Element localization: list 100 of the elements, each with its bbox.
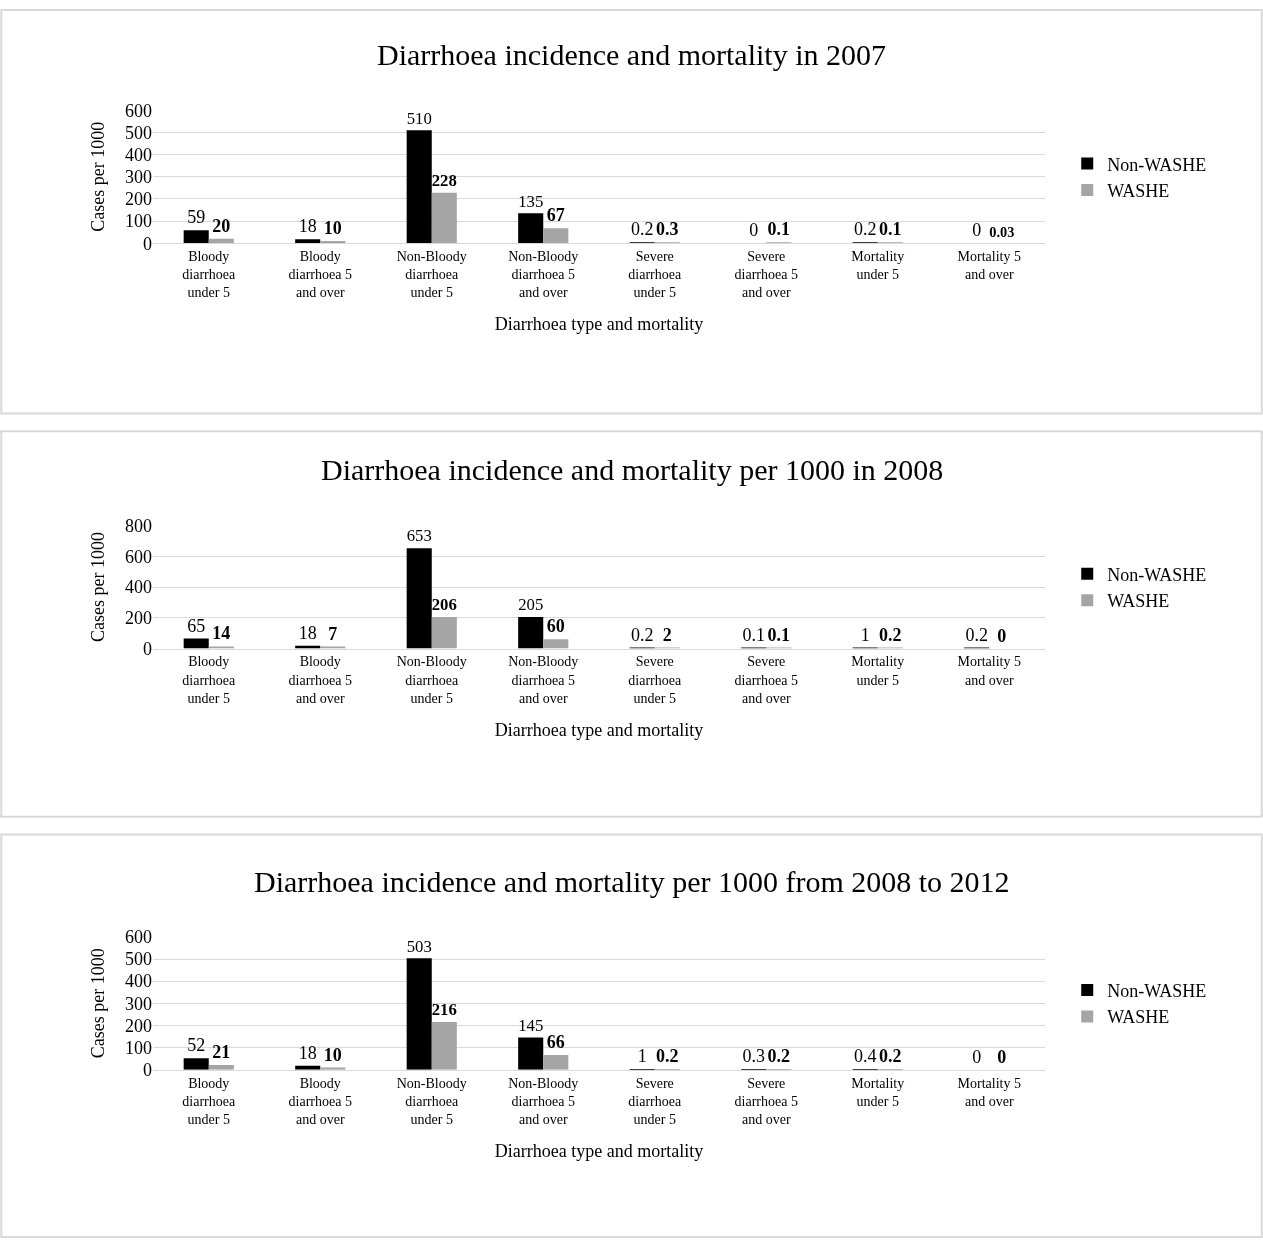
y-tick-label: 500 [125,122,152,143]
data-label: 10 [323,217,342,238]
data-label: 0.2 [767,1045,791,1066]
data-label: 0 [749,220,759,241]
x-axis-title: Diarrhoea type and mortality [494,719,704,740]
data-label: 2 [662,624,672,645]
data-label: 0.4 [853,1045,877,1066]
legend-label: WASHE [1107,591,1170,612]
y-tick-label: 400 [125,144,152,165]
x-tick-label: Severe diarrhoea under 5 [628,654,682,706]
x-tick-label: Mortality 5 and over [957,1075,1021,1109]
data-label: 0.2 [965,624,988,645]
x-tick-label: Non-Bloody diarrhoea under 5 [396,1075,467,1127]
data-label: 21 [212,1042,231,1063]
x-tick-label: Non-Bloody diarrhoea 5 and over [508,249,579,301]
data-label: 0.2 [630,624,654,645]
x-tick-label: Severe diarrhoea 5 and over [734,249,798,301]
data-label: 20 [212,215,231,236]
y-tick-label: 200 [125,1015,152,1036]
data-label: 10 [323,1044,342,1065]
y-tick-label: 400 [125,577,152,598]
legend-label: Non-WASHE [1107,564,1207,585]
y-tick-label: 500 [125,949,152,970]
chart-title: Diarrhoea incidence and mortality in 2007 [377,38,886,71]
x-tick-label: Non-Bloody diarrhoea 5 and over [508,654,579,706]
y-tick-label: 200 [125,608,152,629]
data-label: 0 [997,625,1007,646]
x-tick-label: Severe diarrhoea 5 and over [734,654,798,706]
legend-label: WASHE [1107,180,1170,201]
y-tick-label: 0 [143,638,152,659]
data-label: 0.1 [767,219,791,240]
y-tick-label: 400 [125,971,152,992]
x-tick-label: Non-Bloody diarrhoea 5 and over [508,1075,579,1127]
data-label: 0 [972,220,982,241]
legend-label: Non-WASHE [1107,981,1207,1002]
y-tick-label: 600 [125,927,152,948]
data-label: 0.1 [767,624,791,645]
data-label: 0.03 [989,224,1015,241]
x-tick-label: Bloody diarrhoea 5 and over [288,1075,352,1127]
data-label: 205 [518,595,544,615]
x-tick-label: Severe diarrhoea under 5 [628,249,682,301]
data-label: 653 [406,526,432,546]
data-label: 206 [431,595,457,615]
data-label: 0.1 [742,624,765,645]
y-tick-label: 300 [125,167,152,188]
y-axis-title: Cases per 1000 [88,532,109,643]
x-tick-label: Severe diarrhoea 5 and over [734,1075,798,1127]
y-tick-label: 0 [143,1060,152,1081]
data-label: 66 [546,1032,565,1053]
x-axis-title: Diarrhoea type and mortality [494,314,704,335]
x-tick-label: Bloody diarrhoea under 5 [182,1075,236,1127]
y-tick-label: 600 [125,100,152,121]
x-tick-label: Mortality 5 and over [957,654,1021,688]
data-label: 0.2 [656,1045,679,1066]
x-tick-label: Mortality under 5 [851,654,905,688]
data-label: 228 [431,171,457,191]
legend-label: Non-WASHE [1107,154,1207,175]
data-label: 14 [212,623,231,644]
data-label: 0.2 [630,219,654,240]
data-label: 60 [546,616,565,637]
data-label: 0.3 [742,1045,765,1066]
x-tick-label: Non-Bloody diarrhoea under 5 [396,249,467,301]
data-label: 59 [187,207,206,228]
data-label: 18 [298,216,317,237]
x-tick-label: Mortality 5 and over [957,249,1021,283]
data-label: 1 [860,624,870,645]
data-label: 1 [637,1045,647,1066]
x-tick-label: Mortality under 5 [851,1075,905,1109]
data-label: 0.3 [656,219,679,240]
data-label: 18 [298,1042,317,1063]
data-label: 65 [187,615,206,636]
data-label: 510 [406,108,432,128]
y-tick-label: 800 [125,515,152,536]
x-tick-label: Bloody diarrhoea 5 and over [288,249,352,301]
data-label: 503 [406,936,432,956]
legend-label: WASHE [1107,1007,1170,1028]
y-axis-title: Cases per 1000 [88,948,109,1059]
data-label: 0.1 [879,219,902,240]
x-tick-label: Non-Bloody diarrhoea under 5 [396,654,467,706]
data-label: 0 [972,1046,982,1067]
y-axis-title: Cases per 1000 [88,121,109,232]
x-axis-title: Diarrhoea type and mortality [494,1141,704,1162]
y-tick-label: 0 [143,233,152,254]
data-label: 0.2 [879,624,902,645]
x-tick-label: Bloody diarrhoea under 5 [182,654,236,706]
y-tick-label: 100 [125,1037,152,1058]
y-tick-label: 200 [125,189,152,210]
data-label: 0.2 [879,1045,902,1066]
y-tick-label: 100 [125,211,152,232]
data-label: 0.2 [853,219,877,240]
data-label: 145 [518,1015,544,1035]
x-tick-label: Bloody diarrhoea under 5 [182,249,236,301]
x-tick-label: Severe diarrhoea under 5 [628,1075,682,1127]
x-tick-label: Bloody diarrhoea 5 and over [288,654,352,706]
data-label: 7 [328,623,338,644]
chart-title: Diarrhoea incidence and mortality per 1000 from 2008 to 2012 [254,865,1010,898]
data-label: 18 [298,622,317,643]
data-label: 67 [546,205,565,226]
data-label: 216 [431,1000,457,1020]
data-label: 0 [997,1046,1007,1067]
